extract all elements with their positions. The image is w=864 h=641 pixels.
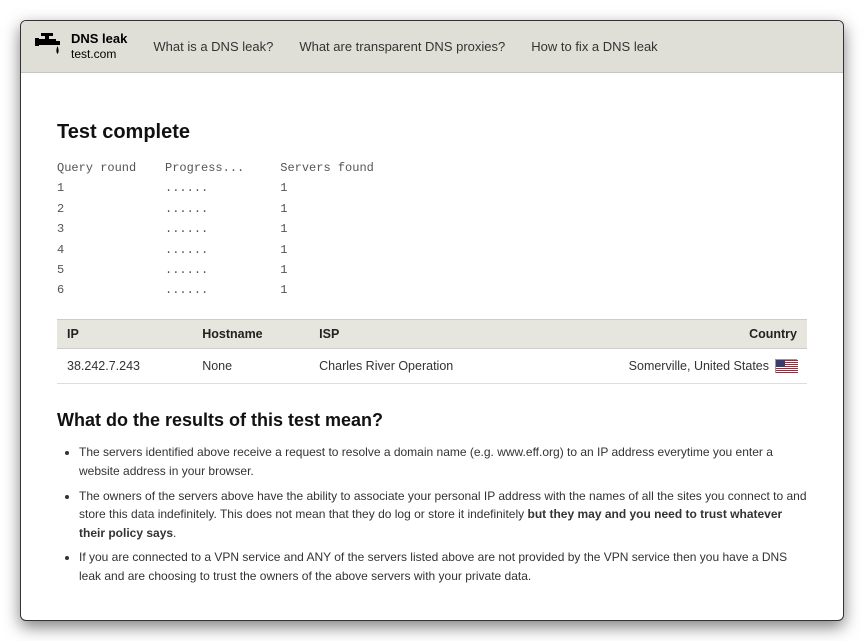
topbar: DNS leak test.com What is a DNS leak? Wh… [21,21,843,73]
col-country: Country [533,319,807,348]
cell-country: Somerville, United States [533,348,807,384]
logo-line1: DNS leak [71,31,127,46]
nav-link-what-is[interactable]: What is a DNS leak? [153,39,273,54]
list-item: If you are connected to a VPN service an… [79,548,807,585]
col-isp: ISP [309,319,533,348]
results-table: IP Hostname ISP Country 38.242.7.243None… [57,319,807,385]
cell-isp: Charles River Operation [309,348,533,384]
list-item: The servers identified above receive a r… [79,443,807,480]
table-row: 38.242.7.243NoneCharles River Operation S… [57,348,807,384]
main-content: Test complete Query round Progress... Se… [21,73,843,620]
nav-link-transparent-proxies[interactable]: What are transparent DNS proxies? [299,39,505,54]
flag-icon [775,359,797,373]
nav-link-how-to-fix[interactable]: How to fix a DNS leak [531,39,657,54]
country-text: Somerville, United States [629,359,769,373]
col-hostname: Hostname [192,319,309,348]
logo-text: DNS leak test.com [71,32,127,62]
cell-hostname: None [192,348,309,384]
site-logo[interactable]: DNS leak test.com [35,31,127,62]
col-ip: IP [57,319,192,348]
progress-table: Query round Progress... Servers found 1 … [57,158,807,301]
cell-ip: 38.242.7.243 [57,348,192,384]
faucet-icon [35,31,65,62]
explanation-list: The servers identified above receive a r… [57,443,807,585]
meaning-heading: What do the results of this test mean? [57,410,807,431]
list-item: The owners of the servers above have the… [79,487,807,543]
page-window: DNS leak test.com What is a DNS leak? Wh… [20,20,844,621]
test-complete-heading: Test complete [57,121,807,144]
logo-line2: test.com [71,47,116,61]
table-header-row: IP Hostname ISP Country [57,319,807,348]
